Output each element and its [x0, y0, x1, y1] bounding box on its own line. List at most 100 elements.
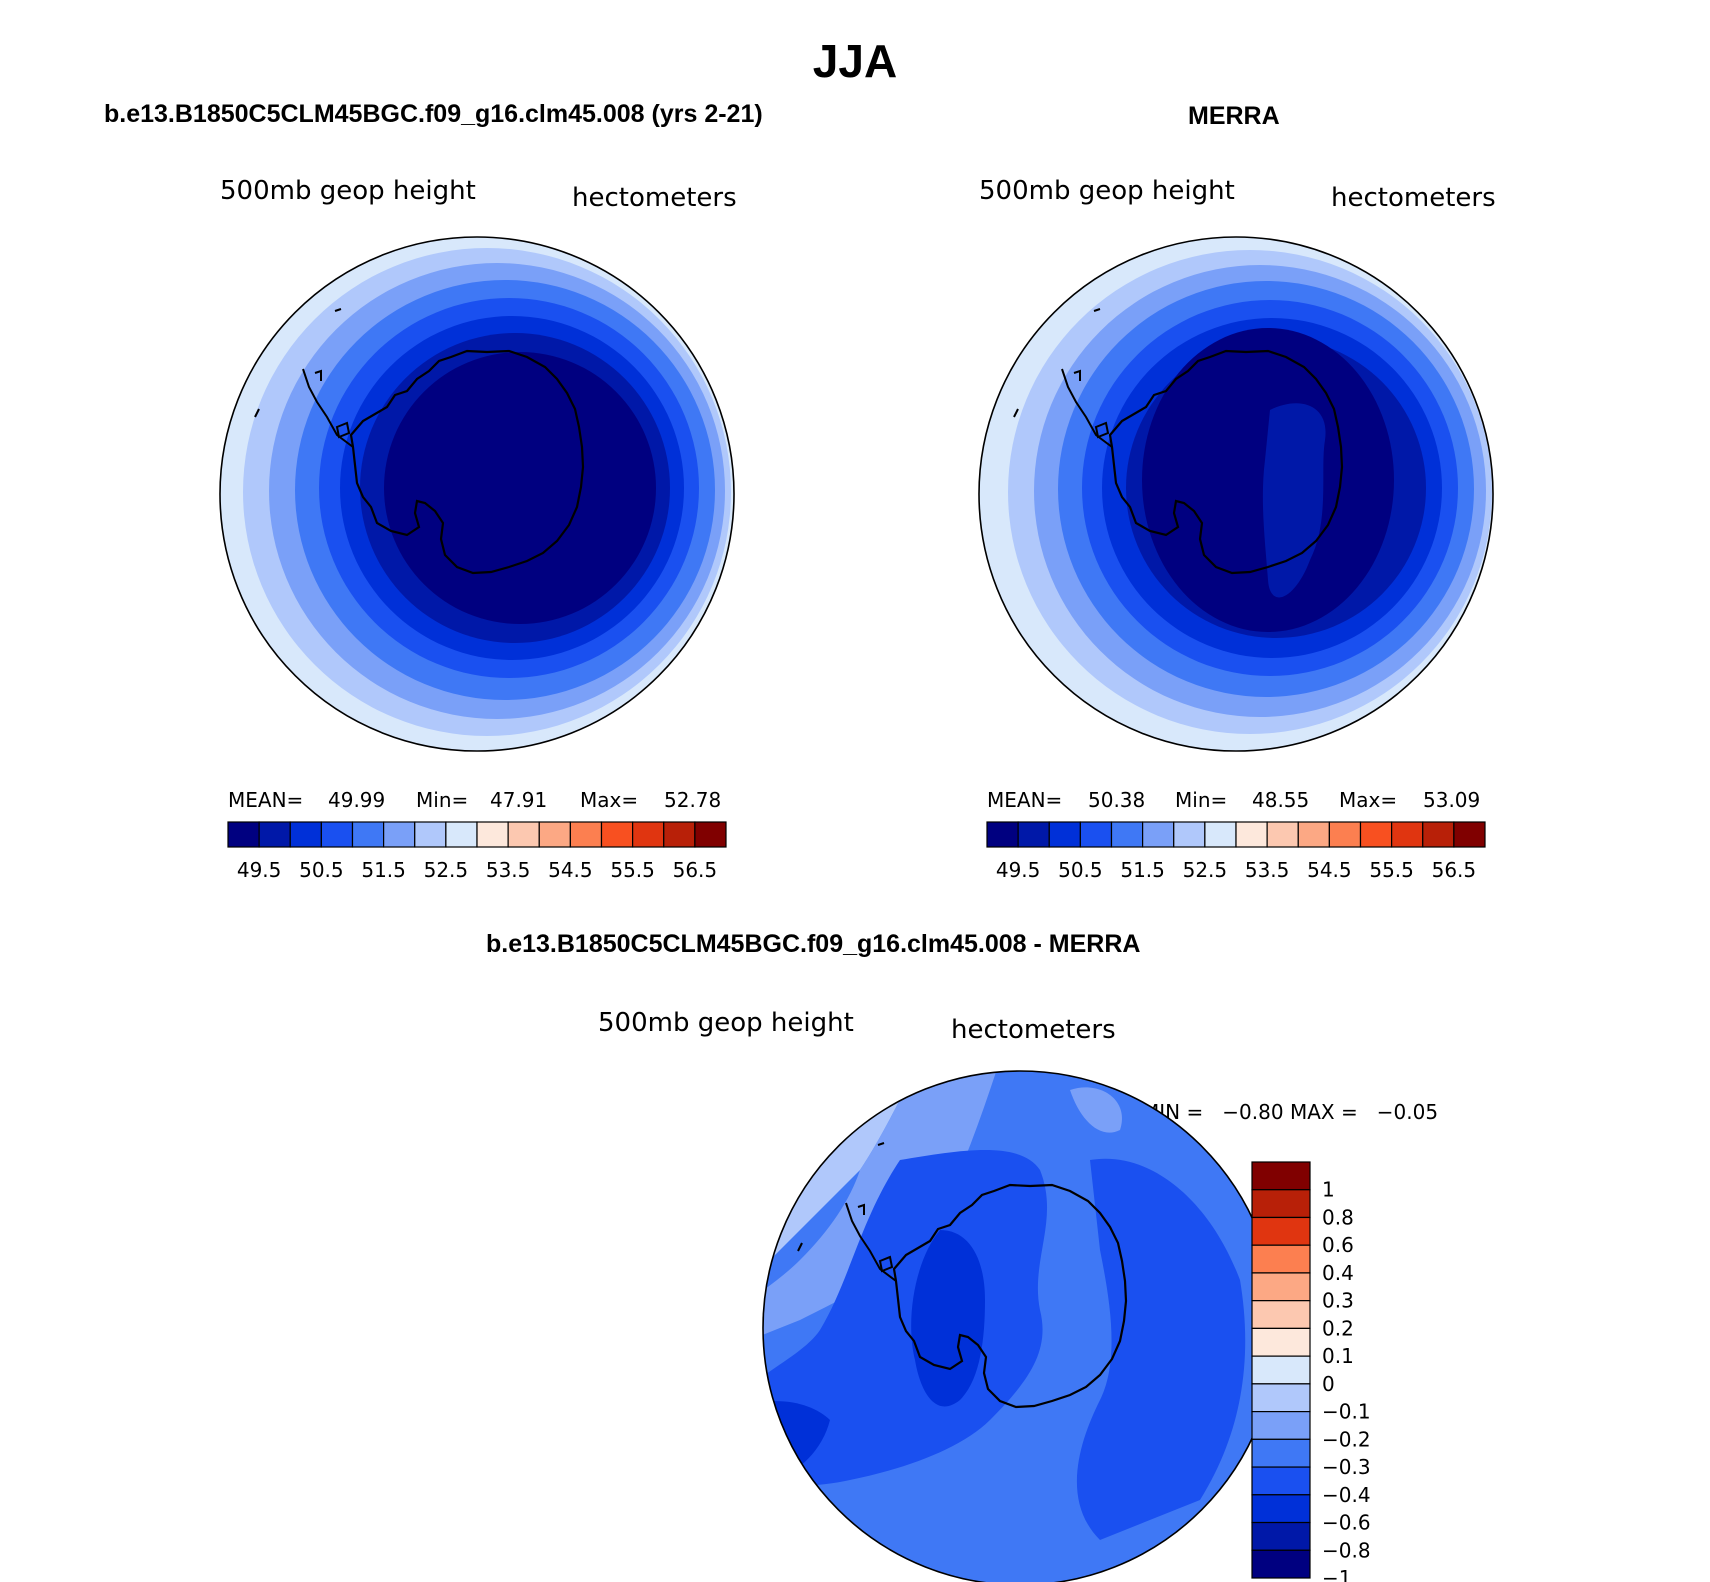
model-colorbar-tick-label: 51.5	[361, 858, 406, 882]
obs-colorbar-swatch	[1328, 821, 1362, 848]
obs-colorbar-tick-label: 53.5	[1245, 858, 1290, 882]
obs-colorbar-swatch	[1359, 821, 1393, 848]
model-colorbar-tick-label: 56.5	[673, 858, 718, 882]
diff-colorbar-tick-label: 1	[1322, 1178, 1335, 1202]
diff-colorbar-swatch	[1251, 1216, 1311, 1246]
obs-colorbar-swatch	[1235, 821, 1268, 848]
diff-colorbar-tick-label: 0.3	[1322, 1289, 1354, 1313]
model-mean-value: 49.99	[328, 788, 386, 812]
model-colorbar-swatch	[414, 821, 447, 848]
obs-colorbar-tick-label: 52.5	[1183, 858, 1228, 882]
diff-colorbar-tick-label: −0.2	[1322, 1427, 1371, 1451]
obs-colorbar-tick-label: 49.5	[996, 858, 1041, 882]
diff-colorbar-tick-label: 0.6	[1322, 1233, 1354, 1257]
diff-colorbar-swatch	[1251, 1272, 1311, 1302]
obs-units-label: hectometers	[1331, 183, 1496, 213]
model-max-label: Max=	[580, 788, 639, 812]
obs-map-border	[978, 236, 1494, 752]
obs-colorbar-swatch	[1079, 821, 1113, 848]
model-colorbar-tick-label: 52.5	[424, 858, 469, 882]
model-colorbar-swatch	[632, 821, 665, 848]
model-colorbar: 49.5 50.5 51.5 52.5 53.5 54.5 55.5 56.5	[227, 821, 727, 882]
obs-colorbar-swatch	[1048, 821, 1081, 848]
diff-colorbar-swatch	[1251, 1327, 1311, 1357]
model-colorbar-tick-label: 50.5	[299, 858, 344, 882]
diff-colorbar: 1 0.8 0.6 0.4 0.3 0.2 0.1 0 −0.1 −0.2 −0.3 −0.4 −0.6…	[1251, 1161, 1371, 1582]
diff-colorbar-tick-label: −0.8	[1322, 1538, 1371, 1562]
obs-min-value: 48.55	[1252, 788, 1310, 812]
model-map	[220, 237, 734, 751]
diff-colorbar-tick-label: −0.6	[1322, 1511, 1371, 1535]
obs-max-value: 53.09	[1423, 788, 1481, 812]
model-colorbar-tick-label: 53.5	[486, 858, 531, 882]
diff-colorbar-swatch	[1251, 1383, 1311, 1413]
model-colorbar-swatch	[663, 821, 696, 848]
obs-colorbar-swatch	[1110, 821, 1144, 848]
obs-colorbar-swatch	[1422, 821, 1455, 848]
model-colorbar-swatch	[538, 821, 571, 848]
model-colorbar-tick-label: 49.5	[237, 858, 282, 882]
model-colorbar-swatch	[600, 821, 634, 848]
obs-colorbar-swatch	[1453, 821, 1486, 848]
diff-colorbar-tick-label: −0.4	[1322, 1483, 1371, 1507]
obs-mean-value: 50.38	[1088, 788, 1146, 812]
obs-colorbar-tick-label: 55.5	[1369, 858, 1414, 882]
diff-colorbar-tick-label: 0	[1322, 1372, 1335, 1396]
model-colorbar-swatch	[694, 821, 727, 848]
model-colorbar-swatch	[351, 821, 385, 848]
obs-colorbar-swatch	[1142, 821, 1175, 848]
model-min-label: Min=	[416, 788, 469, 812]
diff-colorbar-swatch	[1251, 1521, 1311, 1551]
model-units-label: hectometers	[572, 183, 737, 213]
diff-colorbar-tick-label: −0.1	[1322, 1400, 1371, 1424]
diff-colorbar-swatch	[1251, 1494, 1311, 1524]
diff-panel-title: b.e13.B1850C5CLM45BGC.f09_g16.clm45.008 …	[486, 930, 1141, 958]
obs-mean-label: MEAN=	[987, 788, 1063, 812]
diff-colorbar-swatch	[1251, 1438, 1311, 1468]
diff-variable-label: 500mb geop height	[598, 1008, 854, 1038]
obs-colorbar-swatch	[1297, 821, 1330, 848]
model-mean-label: MEAN=	[228, 788, 304, 812]
model-colorbar-tick-label: 55.5	[610, 858, 655, 882]
model-colorbar-swatch	[476, 821, 509, 848]
diff-map	[763, 1071, 1277, 1582]
obs-panel-title: MERRA	[1188, 102, 1280, 130]
diff-colorbar-swatch	[1251, 1189, 1311, 1219]
model-colorbar-swatch	[507, 821, 540, 848]
diff-colorbar-swatch	[1251, 1161, 1311, 1191]
obs-variable-label: 500mb geop height	[979, 176, 1235, 206]
model-colorbar-swatch	[320, 821, 354, 848]
obs-colorbar-tick-label: 56.5	[1432, 858, 1477, 882]
obs-max-label: Max=	[1339, 788, 1398, 812]
obs-min-label: Min=	[1175, 788, 1228, 812]
model-colorbar-swatch	[445, 821, 478, 848]
obs-map	[979, 237, 1493, 751]
diff-colorbar-swatch	[1251, 1244, 1311, 1274]
model-colorbar-swatch	[258, 821, 291, 848]
model-min-value: 47.91	[490, 788, 548, 812]
diff-colorbar-tick-label: 0.8	[1322, 1205, 1354, 1229]
diff-colorbar-swatch	[1251, 1549, 1311, 1579]
obs-colorbar-swatch	[1204, 821, 1237, 848]
obs-colorbar-tick-label: 51.5	[1120, 858, 1165, 882]
model-colorbar-tick-label: 54.5	[548, 858, 593, 882]
obs-colorbar-swatch	[1173, 821, 1206, 848]
model-colorbar-swatch	[289, 821, 322, 848]
obs-colorbar: 49.5 50.5 51.5 52.5 53.5 54.5 55.5 56.5	[986, 821, 1486, 882]
obs-colorbar-swatch	[1017, 821, 1050, 848]
obs-colorbar-swatch	[986, 821, 1019, 848]
obs-colorbar-tick-label: 54.5	[1307, 858, 1352, 882]
figure-title: JJA	[812, 35, 898, 87]
model-colorbar-swatch	[227, 821, 260, 848]
diff-colorbar-tick-label: 0.2	[1322, 1316, 1354, 1340]
model-colorbar-swatch	[569, 821, 603, 848]
diff-colorbar-swatch	[1251, 1300, 1311, 1329]
obs-colorbar-swatch	[1391, 821, 1424, 848]
diff-colorbar-tick-label: −0.3	[1322, 1455, 1371, 1479]
diff-units-label: hectometers	[951, 1015, 1116, 1045]
model-max-value: 52.78	[664, 788, 722, 812]
model-panel-title: b.e13.B1850C5CLM45BGC.f09_g16.clm45.008 …	[104, 100, 763, 128]
model-colorbar-swatch	[383, 821, 416, 848]
diff-colorbar-swatch	[1251, 1355, 1311, 1385]
